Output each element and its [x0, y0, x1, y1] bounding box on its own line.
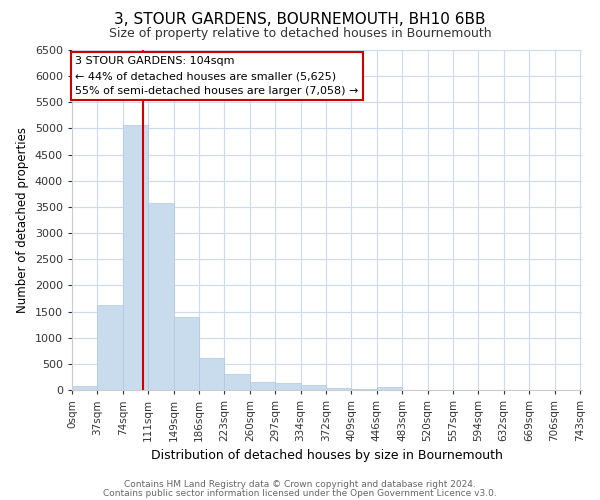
Text: Contains public sector information licensed under the Open Government Licence v3: Contains public sector information licen… — [103, 488, 497, 498]
Bar — [97, 305, 123, 390]
Bar — [326, 388, 352, 390]
Bar — [148, 203, 173, 390]
Bar — [377, 386, 402, 390]
Text: Size of property relative to detached houses in Bournemouth: Size of property relative to detached ho… — [109, 28, 491, 40]
Bar — [123, 124, 148, 390]
Text: 3 STOUR GARDENS: 104sqm
← 44% of detached houses are smaller (5,625)
55% of semi: 3 STOUR GARDENS: 104sqm ← 44% of detache… — [76, 56, 359, 96]
Text: Contains HM Land Registry data © Crown copyright and database right 2024.: Contains HM Land Registry data © Crown c… — [124, 480, 476, 489]
Text: 3, STOUR GARDENS, BOURNEMOUTH, BH10 6BB: 3, STOUR GARDENS, BOURNEMOUTH, BH10 6BB — [114, 12, 486, 28]
Bar — [250, 382, 275, 390]
Bar — [224, 374, 250, 390]
Bar — [352, 388, 377, 390]
Bar — [173, 317, 199, 390]
Y-axis label: Number of detached properties: Number of detached properties — [16, 127, 29, 313]
Bar — [199, 358, 224, 390]
X-axis label: Distribution of detached houses by size in Bournemouth: Distribution of detached houses by size … — [151, 450, 503, 462]
Bar — [301, 386, 326, 390]
Bar — [72, 386, 97, 390]
Bar — [275, 382, 301, 390]
